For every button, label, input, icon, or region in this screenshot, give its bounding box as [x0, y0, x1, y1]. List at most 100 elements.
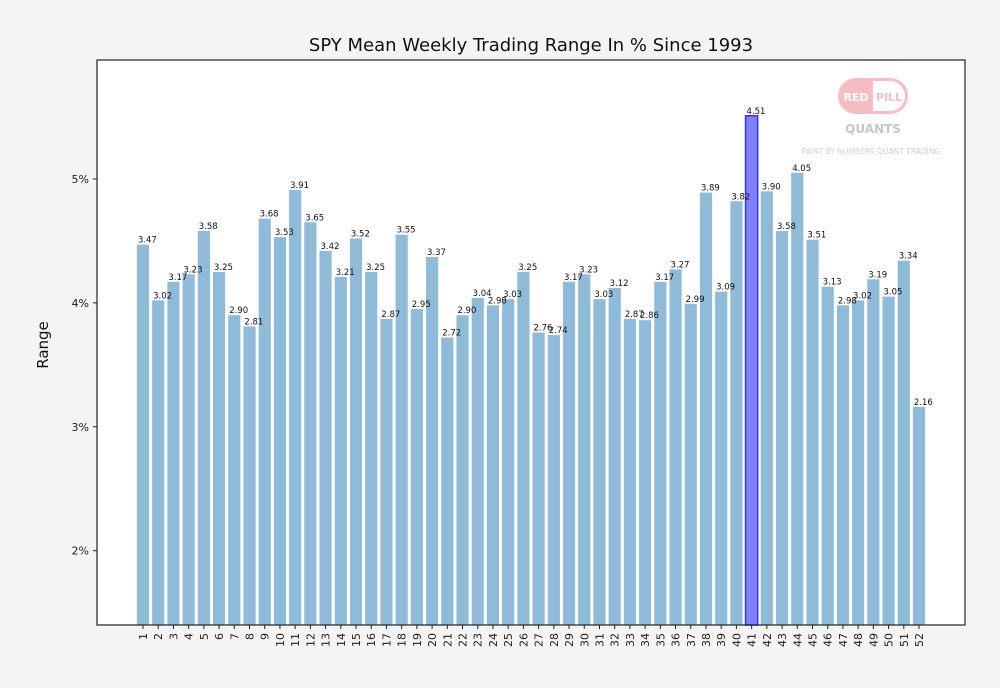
- x-tick-label-37: 37: [685, 633, 698, 647]
- bar-week-51: [897, 260, 910, 625]
- bar-label-week-2: 3.02: [153, 291, 172, 301]
- bar-week-2: [152, 300, 165, 625]
- bar-label-week-7: 2.90: [229, 306, 248, 316]
- bar-week-37: [684, 304, 697, 625]
- x-tick-label-50: 50: [883, 633, 896, 647]
- bar-week-44: [791, 172, 804, 625]
- x-tick-label-35: 35: [654, 633, 667, 647]
- bar-label-week-42: 3.90: [762, 182, 781, 192]
- bar-week-38: [699, 192, 713, 625]
- bar-week-36: [669, 269, 682, 625]
- bar-label-week-6: 3.25: [214, 263, 233, 273]
- x-tick-label-8: 8: [244, 633, 257, 640]
- bar-label-week-46: 3.13: [823, 278, 842, 288]
- bar-label-week-27: 2.76: [534, 324, 553, 334]
- bar-week-22: [456, 315, 469, 625]
- bar-label-week-13: 3.42: [321, 242, 340, 252]
- x-tick-label-27: 27: [533, 633, 546, 647]
- y-tick-label-5: 5%: [72, 173, 89, 186]
- x-tick-label-4: 4: [183, 633, 196, 640]
- bars-group: [136, 115, 926, 626]
- bar-label-week-41: 4.51: [747, 107, 766, 117]
- bar-week-19: [410, 309, 423, 625]
- y-tick-label-3: 3%: [72, 421, 89, 434]
- bar-week-52: [912, 406, 926, 625]
- x-tick-label-32: 32: [609, 633, 622, 647]
- bar-label-week-51: 3.34: [899, 252, 918, 262]
- bar-week-11: [289, 190, 302, 625]
- x-tick-label-26: 26: [517, 633, 530, 647]
- bar-label-week-17: 2.87: [381, 310, 400, 320]
- x-tick-label-12: 12: [304, 633, 317, 647]
- bar-label-week-45: 3.51: [807, 231, 826, 241]
- x-tick-label-39: 39: [715, 633, 728, 647]
- bar-week-5: [197, 230, 210, 626]
- x-tick-label-51: 51: [898, 633, 911, 647]
- x-tick-label-15: 15: [350, 633, 363, 647]
- bar-label-week-10: 3.53: [275, 228, 294, 238]
- bar-week-16: [365, 271, 378, 626]
- x-tick-label-47: 47: [837, 633, 850, 647]
- x-tick-label-1: 1: [137, 633, 150, 640]
- bar-week-35: [654, 281, 667, 625]
- x-tick-label-17: 17: [380, 633, 393, 647]
- x-tick-label-19: 19: [411, 633, 424, 647]
- bar-week-32: [608, 287, 621, 625]
- x-tick-label-29: 29: [563, 633, 576, 647]
- bar-week-20: [426, 257, 439, 625]
- bar-label-week-1: 3.47: [138, 236, 157, 246]
- x-tick-label-22: 22: [457, 633, 470, 647]
- bar-week-28: [547, 335, 560, 625]
- bar-label-week-28: 2.74: [549, 326, 568, 336]
- bar-week-27: [532, 332, 545, 625]
- y-axis: 2% 3% 4% 5%: [72, 173, 97, 558]
- x-tick-label-36: 36: [670, 633, 683, 647]
- x-tick-label-9: 9: [259, 633, 272, 640]
- bar-label-week-8: 2.81: [244, 317, 263, 327]
- bar-label-week-23: 3.04: [473, 289, 492, 299]
- x-tick-label-46: 46: [822, 633, 835, 647]
- x-tick-label-45: 45: [806, 633, 819, 647]
- y-tick-label-4: 4%: [72, 297, 89, 310]
- watermark-logo: RED PILL QUANTS PAINT BY NUMBERS QUANT T…: [802, 78, 940, 156]
- bar-label-week-24: 2.98: [488, 296, 507, 306]
- bar-week-18: [395, 234, 408, 625]
- chart-title: SPY Mean Weekly Trading Range In % Since…: [309, 35, 753, 56]
- bar-week-30: [578, 274, 591, 625]
- plot-frame: [96, 59, 966, 626]
- x-tick-label-52: 52: [913, 633, 926, 647]
- bar-label-week-14: 3.21: [336, 268, 355, 278]
- bar-week-33: [623, 318, 636, 625]
- bar-label-week-9: 3.68: [260, 210, 279, 220]
- x-tick-label-43: 43: [776, 633, 789, 647]
- bar-label-week-48: 3.02: [853, 291, 872, 301]
- bar-week-43: [775, 230, 789, 626]
- x-tick-label-6: 6: [213, 633, 226, 640]
- x-tick-label-2: 2: [152, 633, 165, 640]
- bar-week-42: [760, 191, 773, 625]
- bar-week-47: [836, 305, 850, 625]
- x-tick-label-18: 18: [396, 633, 409, 647]
- bar-label-week-49: 3.19: [868, 270, 887, 280]
- bar-label-week-4: 3.23: [184, 265, 203, 275]
- bar-week-8: [243, 326, 256, 625]
- x-tick-label-42: 42: [761, 633, 774, 647]
- bar-label-week-26: 3.25: [518, 263, 537, 273]
- x-tick-label-24: 24: [487, 633, 500, 647]
- bar-label-week-11: 3.91: [290, 181, 309, 191]
- bar-week-34: [639, 320, 652, 625]
- x-tick-label-3: 3: [167, 633, 180, 640]
- bar-label-week-50: 3.05: [883, 288, 902, 298]
- bar-labels-group: 3.473.023.173.233.583.252.902.813.683.53…: [138, 107, 933, 408]
- bar-week-12: [304, 222, 317, 625]
- bar-label-week-39: 3.09: [716, 283, 735, 293]
- bar-week-17: [380, 318, 393, 625]
- bar-label-week-35: 3.17: [655, 273, 674, 283]
- y-axis-label: Range: [34, 321, 52, 369]
- bar-label-week-30: 3.23: [579, 265, 598, 275]
- bar-week-10: [273, 237, 287, 625]
- x-tick-label-44: 44: [791, 633, 804, 647]
- x-tick-label-23: 23: [472, 633, 485, 647]
- bar-label-week-52: 2.16: [914, 398, 933, 408]
